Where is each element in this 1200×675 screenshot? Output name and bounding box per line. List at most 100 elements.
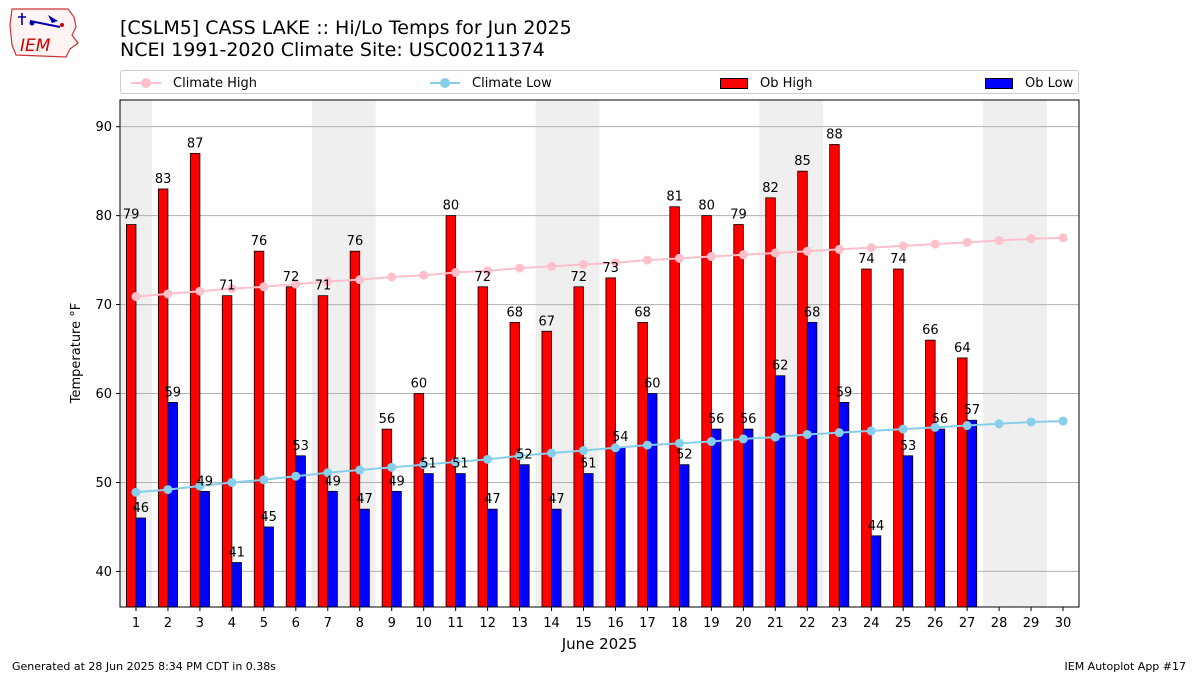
ob-low-bar-7 <box>327 490 338 608</box>
climate-low-point-29 <box>1026 417 1036 427</box>
ob-high-value-label-21: 82 <box>762 181 779 196</box>
climate-high-point-29 <box>1026 234 1036 244</box>
grid-lines <box>120 126 1079 572</box>
x-tick-label-14: 14 <box>543 616 560 631</box>
climate-low-point-11 <box>451 457 461 467</box>
climate-high-point-28 <box>994 236 1004 246</box>
ob-low-value-label-14: 47 <box>548 492 565 507</box>
ob-high-value-label-4: 71 <box>219 279 236 294</box>
x-tick-label-10: 10 <box>415 616 432 631</box>
ob-low-bar-25 <box>902 455 914 608</box>
legend-item-ob-low: Ob Low <box>983 74 1073 92</box>
ob-high-value-label-27: 64 <box>954 341 971 356</box>
ob-high-value-label-20: 79 <box>730 208 747 223</box>
ob-low-value-label-27: 57 <box>964 403 981 418</box>
x-tick-label-11: 11 <box>447 616 464 631</box>
climate-low-point-8 <box>355 465 365 475</box>
ob-low-bar-10 <box>423 473 434 608</box>
ob-low-bar-3 <box>199 490 210 608</box>
chart-title-line1: [CSLM5] CASS LAKE :: Hi/Lo Temps for Jun… <box>120 17 572 39</box>
climate-high-point-20 <box>738 250 748 260</box>
x-tick-label-8: 8 <box>356 616 364 631</box>
climate-low-point-16 <box>610 443 620 453</box>
ob-high-value-label-8: 76 <box>347 234 364 249</box>
ob-high-value-label-15: 72 <box>570 270 587 285</box>
climate-high-point-27 <box>962 237 972 247</box>
y-tick-label-90: 90 <box>95 120 112 135</box>
x-tick-label-28: 28 <box>991 616 1008 631</box>
ob-high-bar-22 <box>797 170 808 608</box>
ob-high-bar-8 <box>349 250 361 608</box>
climate-low-point-24 <box>866 426 876 436</box>
ob-high-value-label-16: 73 <box>602 261 619 276</box>
ob-high-bar-27 <box>957 357 968 608</box>
ob-low-value-label-26: 56 <box>932 412 949 427</box>
legend-label-ob-high: Ob High <box>760 75 813 91</box>
climate-high-point-16 <box>610 258 620 268</box>
chart-legend: Climate High Climate Low Ob High Ob Low <box>120 70 1079 94</box>
climate-low-point-26 <box>930 422 940 432</box>
legend-label-ob-low: Ob Low <box>1025 75 1074 91</box>
ob-low-bar-20 <box>742 428 754 608</box>
ob-low-value-label-17: 60 <box>644 377 661 392</box>
ob-low-bar-12 <box>487 508 498 608</box>
x-tick-label-3: 3 <box>196 616 204 631</box>
footer-app-id: IEM Autoplot App #17 <box>1064 660 1187 673</box>
ob-low-bar-21 <box>774 375 786 608</box>
ob-low-value-label-13: 52 <box>516 448 533 463</box>
ob-high-value-label-12: 72 <box>475 270 492 285</box>
y-tick-label-60: 60 <box>95 387 112 402</box>
ob-high-bar-24 <box>861 268 872 608</box>
ob-high-value-label-9: 56 <box>379 412 396 427</box>
y-tick-label-40: 40 <box>95 565 112 580</box>
climate-low-point-1 <box>131 487 141 497</box>
climate-high-point-5 <box>259 282 269 292</box>
ob-low-bar-13 <box>519 464 530 608</box>
x-tick-label-20: 20 <box>735 616 752 631</box>
climate-low-point-12 <box>483 454 493 464</box>
ob-low-value-label-22: 68 <box>804 305 821 320</box>
climate-low-point-13 <box>515 451 525 461</box>
climate-high-point-10 <box>419 270 429 280</box>
climate-low-swatch <box>430 76 460 90</box>
climate-high-point-19 <box>706 252 716 262</box>
x-tick-label-2: 2 <box>164 616 172 631</box>
ob-low-bar-4 <box>231 562 242 608</box>
climate-low-point-19 <box>706 437 716 447</box>
climate-low-point-10 <box>419 460 429 470</box>
ob-low-swatch <box>983 76 1013 90</box>
ob-high-bar-17 <box>637 321 648 608</box>
ob-low-value-label-1: 46 <box>133 501 150 516</box>
climate-high-point-18 <box>674 253 684 263</box>
y-tick-label-70: 70 <box>95 298 112 313</box>
ob-high-value-label-2: 83 <box>155 172 172 187</box>
ob-low-bar-27 <box>966 419 978 608</box>
ob-high-value-label-14: 67 <box>538 314 555 329</box>
ob-high-value-label-5: 76 <box>251 234 268 249</box>
ob-low-value-label-11: 51 <box>452 457 469 472</box>
ob-low-value-label-2: 59 <box>164 385 181 400</box>
y-axis-label: Temperature °F <box>69 303 84 404</box>
weekend-shade-day-28 <box>983 100 1016 607</box>
chart-title-line2: NCEI 1991-2020 Climate Site: USC00211374 <box>120 39 545 61</box>
x-tick-label-15: 15 <box>575 616 592 631</box>
climate-high-point-2 <box>163 289 173 299</box>
x-tick-label-29: 29 <box>1023 616 1040 631</box>
iem-logo: IEM <box>8 5 80 59</box>
ob-low-bar-24 <box>870 535 882 608</box>
ob-high-bar-9 <box>381 428 393 608</box>
ob-low-bar-18 <box>679 464 690 608</box>
climate-high-point-21 <box>770 248 780 258</box>
climate-low-point-28 <box>994 419 1004 429</box>
ob-low-value-label-6: 53 <box>292 439 309 454</box>
x-axis-label: June 2025 <box>561 635 638 653</box>
x-tick-label-9: 9 <box>388 616 396 631</box>
climate-low-point-22 <box>802 429 812 439</box>
climate-low-point-7 <box>323 468 333 478</box>
ob-low-value-label-3: 49 <box>196 474 213 489</box>
ob-low-bar-8 <box>359 508 370 608</box>
legend-label-climate-low: Climate Low <box>472 75 552 91</box>
ob-high-bar-21 <box>765 197 776 608</box>
climate-high-point-22 <box>802 246 812 256</box>
ob-low-value-label-9: 49 <box>388 474 405 489</box>
